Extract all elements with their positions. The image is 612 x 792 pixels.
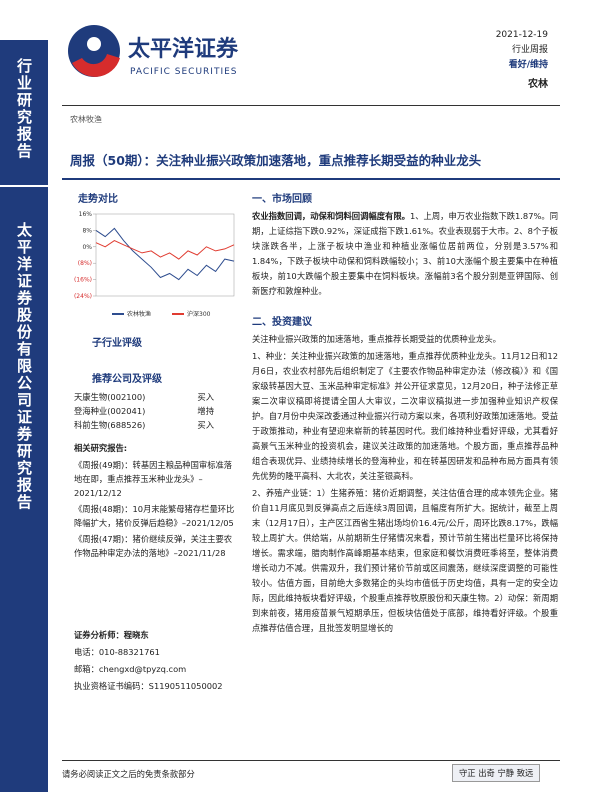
related-item: 《周报(49期)：转基因主粮品种国审标准落地在即，重点推荐玉米种业龙头》–202… [74,460,233,498]
company-table: 天康生物(002100) 买入 登海种业(002041) 增持 科前生物(688526)… [74,390,244,432]
company-name: 登海种业(002041) [74,406,146,416]
company-row: 天康生物(002100) 买入 [74,390,244,404]
series-line [95,227,235,281]
sidebar-bottom-text: 太平洋证券股份有限公司证券研究报告 [15,222,33,511]
footer-rule [62,760,560,761]
company-row: 登海种业(002041) 增持 [74,404,244,418]
series-line [95,240,235,260]
y-tick-label: (8%) [78,260,92,267]
company-name: 天康生物(002100) [74,392,146,402]
category: 农林牧渔 [70,115,102,124]
company-row: 科前生物(688526) 买入 [74,418,244,432]
title: 周报（50期）：关注种业振兴政策加速落地，重点推荐长期受益的种业龙头 [70,153,482,168]
industry: 农林 [528,79,548,90]
y-tick-label: (16%) [74,277,92,284]
title-rule [62,178,560,180]
logo-en: PACIFIC SECURITIES [130,67,238,77]
analyst: 证券分析师：程晓东 电话：010-88321761 邮箱：chengxd@tpy… [74,627,223,695]
report-type: 行业周报 [511,45,548,55]
disclaimer: 请务必阅读正文之后的免责条款部分 [62,769,195,779]
related-list: 《周报(49期)：转基因主粮品种国审标准落地在即，重点推荐玉米种业龙头》–202… [74,458,240,560]
legend-label: 沪深300 [187,310,211,318]
trend-chart: 16% 8% 0% (8%) (16%) (24%) 农林牧渔 沪深300 [74,211,235,318]
sidebar-top-text: 行业研究报告 [15,58,33,160]
analyst-license: 执业资格证书编码：S1190511050002 [74,681,223,691]
paragraph: 1、种业：关注种业振兴政策的加速落地，重点推荐优质种业龙头。11月12日和12月… [252,351,558,481]
related-heading: 相关研究报告: [74,443,128,453]
logo-text: 太平洋证券 [128,36,239,62]
y-tick-label: (24%) [74,293,92,300]
date: 2021-12-19 [495,30,548,40]
analyst-phone: 电话：010-88321761 [74,647,160,657]
related-item: 《周报(47期)：猪价继续反弹，关注主要农作物品种审定办法的落地》–2021/1… [74,534,233,558]
company-rating: 买入 [197,420,214,430]
sidebar-bottom: 太平洋证券股份有限公司证券研究报告 [0,187,48,792]
company-rating: 买入 [197,392,214,402]
company-rating: 增持 [197,406,214,416]
header-meta: 2021-12-19 行业周报 看好/维持 农林 [496,28,548,92]
rating: 看好/维持 [508,60,548,70]
plot-frame [95,213,235,297]
analyst-name: 证券分析师：程晓东 [74,630,149,640]
paragraph: 关注种业振兴政策的加速落地，重点推荐长期受益的优质种业龙头。 [252,334,501,344]
logo: 太平洋证券 PACIFIC SECURITIES [68,25,239,77]
motto: 守正 出奇 宁静 致远 [452,764,541,782]
y-tick-label: 8% [82,227,92,234]
paragraph: 2、养殖产业链：1）生猪养殖：猪价近期调整，关注估值合理的成本领先企业。猪价自1… [252,488,558,633]
s1-text: 1、上周，申万农业指数下跌1.87%。同期，上证综指下跌0.92%，深证成指下跌… [252,211,558,296]
y-tick-label: 16% [79,211,93,218]
related: 相关研究报告: 《周报(49期)：转基因主粮品种国审标准落地在即，重点推荐玉米种… [74,442,240,562]
s1-lead: 农业指数回调，动保和饲料回调幅度有限。 [252,211,410,221]
legend-label: 农林牧渔 [127,310,151,318]
s1-paragraph: 农业指数回调，动保和饲料回调幅度有限。1、上周，申万农业指数下跌1.87%。同期… [252,209,558,299]
analyst-email: 邮箱：chengxd@tpyzq.com [74,664,187,674]
body: 一、市场回顾 农业指数回调，动保和饲料回调幅度有限。1、上周，申万农业指数下跌1… [252,190,558,638]
sidebar-top: 行业研究报告 [0,40,48,185]
companies-heading: 推荐公司及评级 [92,374,162,385]
sub-rating-heading: 子行业评级 [92,338,142,349]
y-tick-label: 0% [82,244,92,251]
header-rule [62,105,560,106]
s2-heading: 二、投资建议 [252,317,312,328]
s1-heading: 一、市场回顾 [252,194,312,205]
related-item: 《周报(48期)：10月末能繁母猪存栏量环比降幅扩大，猪价反弹后趋稳》–2021… [74,504,235,528]
trend-heading: 走势对比 [78,194,118,205]
company-name: 科前生物(688526) [74,420,146,430]
